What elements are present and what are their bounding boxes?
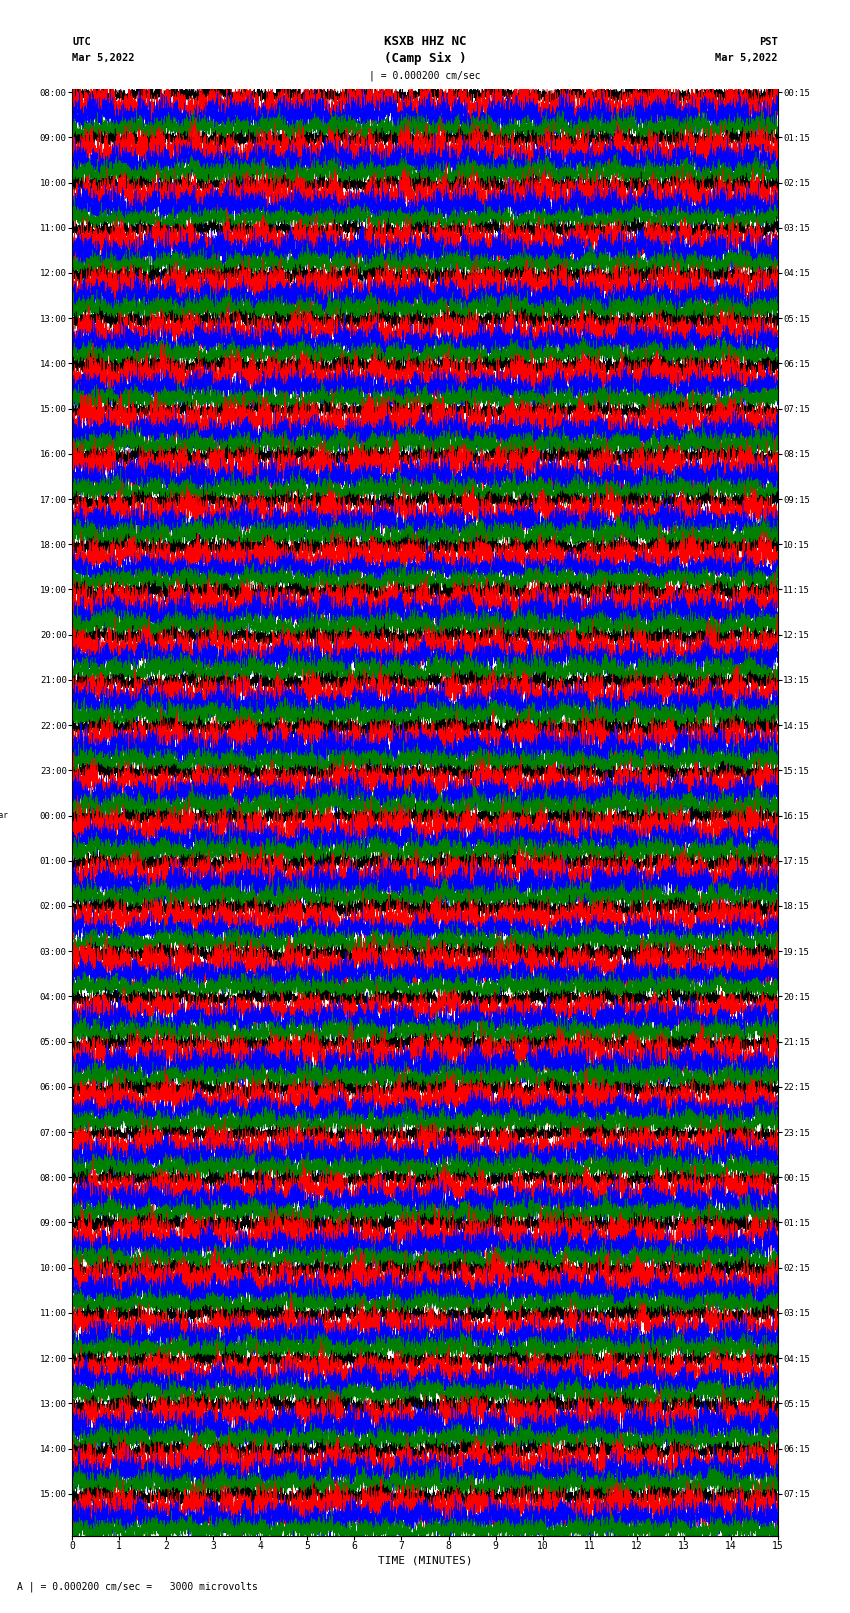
Text: | = 0.000200 cm/sec: | = 0.000200 cm/sec (369, 71, 481, 81)
Text: A | = 0.000200 cm/sec =   3000 microvolts: A | = 0.000200 cm/sec = 3000 microvolts (17, 1582, 258, 1592)
Text: (Camp Six ): (Camp Six ) (383, 52, 467, 65)
X-axis label: TIME (MINUTES): TIME (MINUTES) (377, 1555, 473, 1565)
Text: Mar: Mar (0, 811, 8, 819)
Text: KSXB HHZ NC: KSXB HHZ NC (383, 35, 467, 48)
Text: PST: PST (759, 37, 778, 47)
Text: Mar 5,2022: Mar 5,2022 (72, 53, 135, 63)
Text: UTC: UTC (72, 37, 91, 47)
Text: Mar 5,2022: Mar 5,2022 (715, 53, 778, 63)
